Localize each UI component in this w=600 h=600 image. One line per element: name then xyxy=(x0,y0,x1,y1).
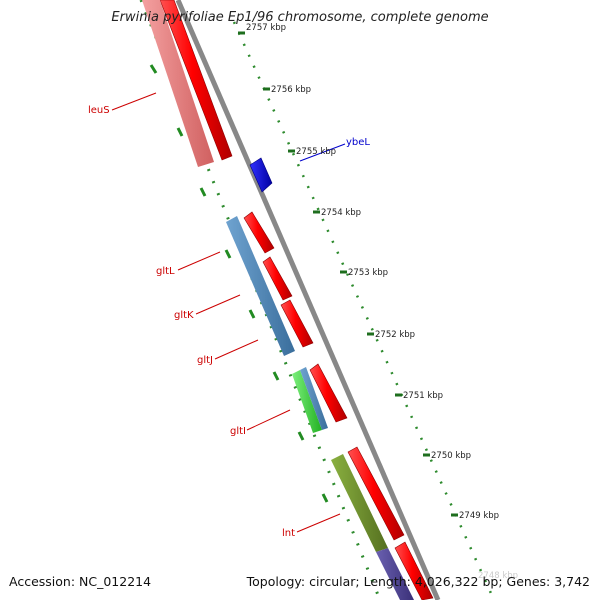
scale-major-ticks xyxy=(238,31,458,517)
scale-label: 2756 kbp xyxy=(271,85,311,95)
gene-label: lnt xyxy=(282,528,295,539)
cds-features xyxy=(159,0,434,600)
label-leader-ybeL xyxy=(299,143,346,162)
topology-label: Topology: circular; Length: 4,026,322 bp… xyxy=(246,574,590,589)
gene-label: gltJ xyxy=(197,355,213,366)
scale-label: 2753 kbp xyxy=(348,268,388,278)
gene-label: leuS xyxy=(88,105,110,116)
cds-gltL xyxy=(243,211,275,254)
feature-gltI-b xyxy=(300,367,328,430)
genome-backbone xyxy=(175,0,441,600)
scale-label: 2754 kbp xyxy=(321,208,361,218)
feature-gltI xyxy=(292,370,322,433)
gene-label: gltI xyxy=(230,426,246,437)
scale-label: 2755 kbp xyxy=(296,147,336,157)
feature-glt-operon xyxy=(226,216,295,356)
inner-tick-marks xyxy=(149,64,329,503)
cds-lnt xyxy=(347,446,405,541)
accession-label: Accession: NC_012214 xyxy=(9,574,152,589)
feature-lnt xyxy=(331,454,388,552)
scale-label: 2749 kbp xyxy=(459,511,499,521)
gene-label: gltL xyxy=(156,266,175,277)
cds-gltK xyxy=(262,256,293,301)
map-title: Erwinia pyrifoliae Ep1/96 chromosome, co… xyxy=(111,10,489,25)
scale-track xyxy=(232,21,496,600)
scale-label: 2751 kbp xyxy=(403,391,443,401)
scale-label: 2752 kbp xyxy=(375,330,415,340)
gene-label: gltK xyxy=(174,310,194,321)
cds-gltJ xyxy=(280,299,314,348)
feature-leuS xyxy=(142,0,214,167)
scale-label: 2757 kbp xyxy=(246,23,286,33)
cds-gltI xyxy=(309,363,348,423)
scale-label: 2750 kbp xyxy=(431,451,471,461)
feature-next xyxy=(376,548,414,600)
cds-leuS xyxy=(159,0,233,161)
gene-label: ybeL xyxy=(346,137,370,148)
label-leaders xyxy=(111,92,341,533)
scale-label: 2748 kbp xyxy=(478,571,518,581)
cds-next xyxy=(394,541,434,600)
cds-ybeL xyxy=(249,157,273,193)
